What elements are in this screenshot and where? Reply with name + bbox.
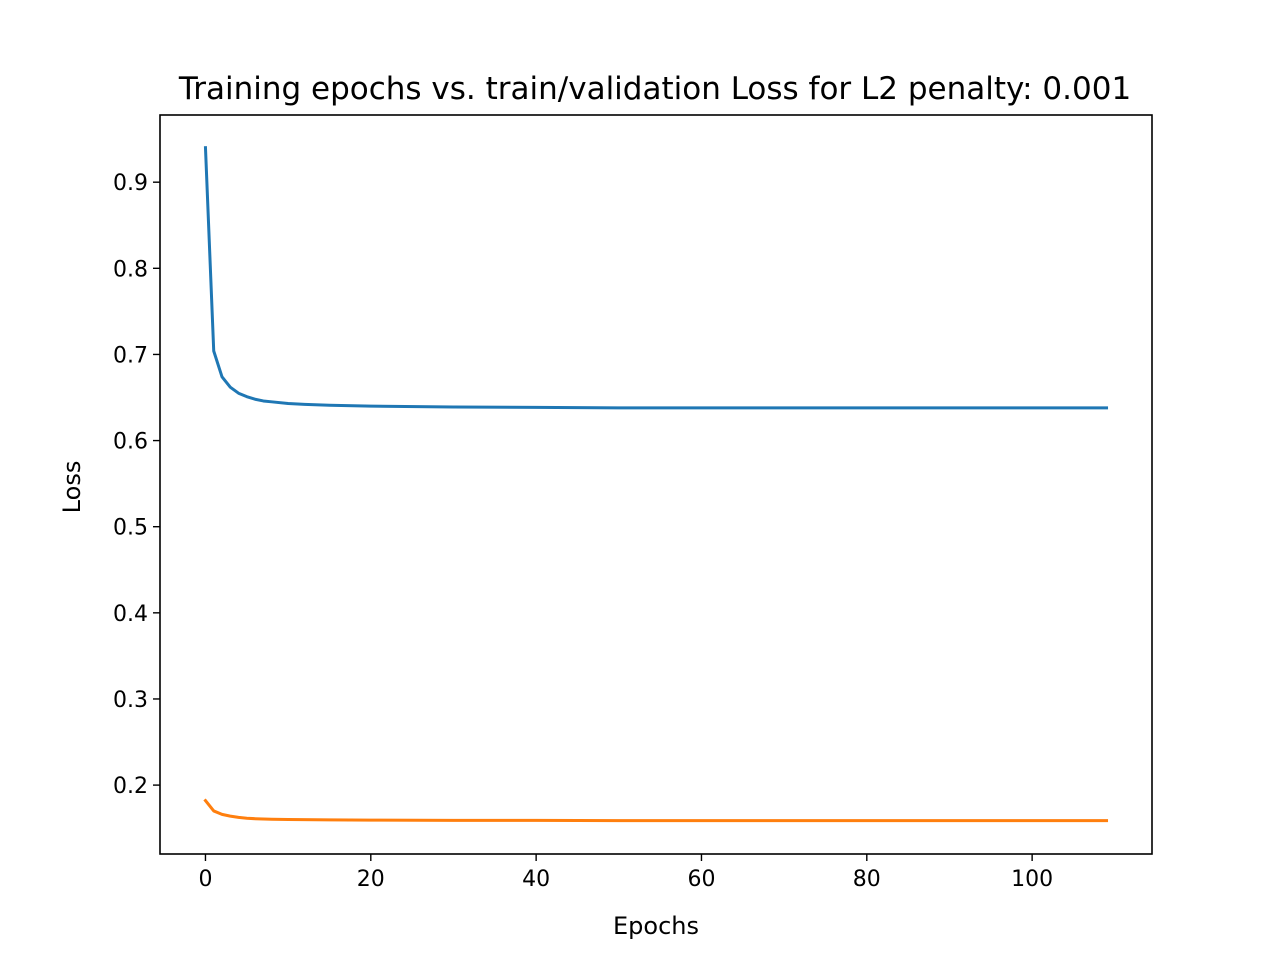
series-layer: [203, 146, 1109, 823]
axes-frame: [159, 114, 1153, 855]
y-tick-label: 0.4: [113, 602, 148, 627]
y-axis-label: Loss: [58, 461, 86, 514]
chart-title: Training epochs vs. train/validation Los…: [178, 71, 1131, 107]
y-tick-label: 0.5: [113, 516, 148, 541]
x-tick-label: 20: [357, 867, 385, 892]
x-tick-label: 100: [1011, 867, 1053, 892]
series-line-2: [203, 798, 1109, 823]
plot-area: [159, 114, 1153, 855]
x-axis: 0 20 40 60 80 100: [198, 854, 1053, 892]
y-tick-label: 0.2: [113, 774, 148, 799]
x-tick-label: 40: [522, 867, 550, 892]
y-tick-label: 0.7: [113, 343, 148, 368]
y-axis: 0.2 0.3 0.4 0.5 0.6 0.7 0.8 0.9: [113, 171, 160, 799]
x-axis-label: Epochs: [613, 912, 699, 940]
y-tick-label: 0.6: [113, 430, 148, 455]
series-line-1: [203, 146, 1109, 410]
x-tick-label: 0: [198, 867, 212, 892]
x-tick-label: 60: [687, 867, 715, 892]
y-tick-label: 0.3: [113, 688, 148, 713]
y-tick-label: 0.9: [113, 171, 148, 196]
y-tick-label: 0.8: [113, 257, 148, 282]
x-tick-label: 80: [853, 867, 881, 892]
